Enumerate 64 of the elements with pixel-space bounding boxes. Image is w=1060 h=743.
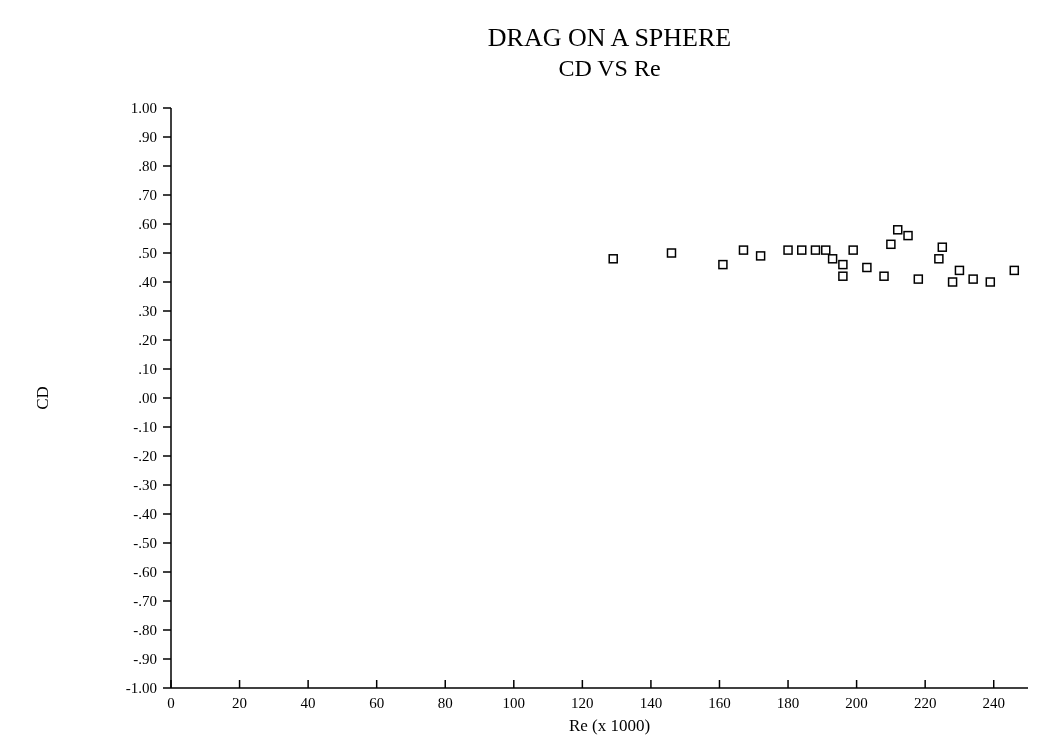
y-tick-label: .90 bbox=[138, 129, 157, 146]
point bbox=[838, 271, 848, 281]
y-tick-label: -.20 bbox=[133, 448, 157, 465]
y-tick-label: -.70 bbox=[133, 593, 157, 610]
x-tick-label: 180 bbox=[776, 695, 800, 711]
y-tick-label: .40 bbox=[138, 274, 157, 291]
y-tick-label: .30 bbox=[138, 303, 157, 320]
point bbox=[934, 254, 944, 264]
point bbox=[810, 245, 821, 255]
x-tick-label: 120 bbox=[571, 695, 594, 711]
y-tick-label: -.90 bbox=[133, 651, 157, 668]
x-tick-label: 100 bbox=[502, 695, 526, 711]
y-tick-label: -1.00 bbox=[125, 680, 157, 697]
point bbox=[827, 254, 838, 264]
point bbox=[985, 277, 996, 287]
point bbox=[838, 259, 848, 270]
point bbox=[937, 242, 948, 252]
chart-title: DRAG ON A SPHERE bbox=[487, 23, 732, 52]
point bbox=[913, 274, 924, 284]
y-tick-label: .80 bbox=[138, 158, 157, 175]
x-tick-label: 0 bbox=[167, 695, 175, 711]
y-tick-label: .60 bbox=[138, 216, 157, 233]
y-tick-label: -.60 bbox=[133, 564, 157, 581]
point bbox=[821, 245, 831, 255]
y-tick-label: .70 bbox=[138, 187, 157, 204]
y-tick-label: 1.00 bbox=[130, 100, 157, 117]
y-tick-label: -.40 bbox=[133, 506, 157, 523]
point bbox=[738, 245, 749, 255]
point bbox=[848, 245, 858, 255]
x-axis-title: Re (x 1000) bbox=[568, 716, 651, 735]
point bbox=[954, 265, 965, 276]
y-tick-label: .00 bbox=[138, 390, 157, 407]
point bbox=[903, 230, 913, 241]
x-tick-label: 200 bbox=[845, 695, 868, 711]
point bbox=[783, 245, 793, 255]
x-tick-label: 20 bbox=[232, 695, 248, 711]
x-tick-label: 160 bbox=[708, 695, 731, 711]
x-tick-label: 240 bbox=[982, 695, 1005, 711]
y-tick-label: -.10 bbox=[133, 419, 157, 436]
point bbox=[947, 277, 958, 287]
y-tick-label: .10 bbox=[138, 361, 157, 378]
y-tick-label: .20 bbox=[138, 332, 157, 349]
y-tick-label: -.30 bbox=[133, 477, 157, 494]
point bbox=[608, 254, 618, 264]
x-tick-label: 140 bbox=[639, 695, 663, 711]
point bbox=[862, 262, 872, 273]
y-tick-label: -.50 bbox=[133, 535, 157, 552]
x-tick-label: 60 bbox=[369, 695, 385, 711]
point bbox=[1009, 265, 1020, 276]
point bbox=[666, 248, 677, 258]
point bbox=[886, 239, 896, 250]
x-tick-label: 220 bbox=[913, 695, 937, 711]
y-tick-label: -.80 bbox=[133, 622, 157, 639]
x-tick-label: 80 bbox=[437, 695, 453, 711]
y-tick-label: .50 bbox=[138, 245, 157, 262]
point bbox=[892, 225, 903, 235]
point bbox=[797, 245, 807, 255]
chart-subtitle: CD VS Re bbox=[558, 55, 661, 81]
point bbox=[718, 259, 728, 270]
point bbox=[879, 271, 889, 281]
point bbox=[968, 274, 978, 284]
y-axis-title: CD bbox=[33, 386, 52, 410]
point bbox=[755, 251, 766, 261]
x-tick-label: 40 bbox=[300, 695, 316, 711]
